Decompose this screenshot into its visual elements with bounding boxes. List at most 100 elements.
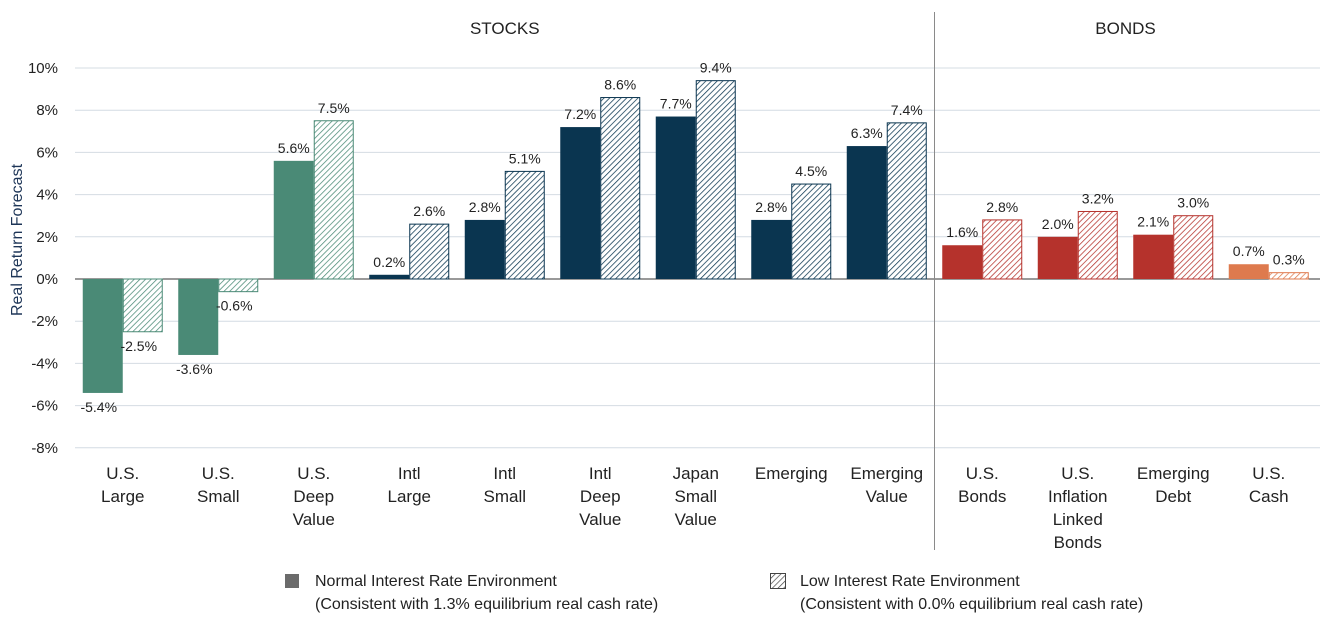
bar-normal xyxy=(369,274,410,279)
category-label: Small xyxy=(674,487,717,506)
data-label-normal: 7.7% xyxy=(660,96,692,112)
data-label-normal: 2.0% xyxy=(1042,216,1074,232)
bar-low xyxy=(982,219,1023,280)
category-label: Intl xyxy=(493,464,516,483)
category-label: Inflation xyxy=(1048,487,1108,506)
category-label: Intl xyxy=(589,464,612,483)
data-label-low: 4.5% xyxy=(795,163,827,179)
bar-normal xyxy=(1228,264,1269,279)
data-label-low: 8.6% xyxy=(604,77,636,93)
data-label-low: 9.4% xyxy=(700,60,732,76)
bar-normal xyxy=(464,219,505,279)
data-label-low: 5.1% xyxy=(509,150,541,166)
y-tick-label: 4% xyxy=(36,187,58,204)
bar-normal xyxy=(655,116,696,279)
category-label: U.S. xyxy=(966,464,999,483)
y-tick-label: 10% xyxy=(28,60,58,77)
y-tick-label: -2% xyxy=(31,313,58,330)
data-label-normal: -5.4% xyxy=(80,399,117,415)
bar-low xyxy=(600,97,641,280)
category-label: Large xyxy=(388,487,431,506)
category-label: U.S. xyxy=(1252,464,1285,483)
data-label-low: 0.3% xyxy=(1273,252,1305,268)
category-label: Debt xyxy=(1155,487,1191,506)
legend-swatch-normal xyxy=(285,574,299,588)
bar-normal xyxy=(942,245,983,279)
category-label: Small xyxy=(483,487,526,506)
y-axis-label: Real Return Forecast xyxy=(9,163,26,316)
data-label-normal: 0.2% xyxy=(373,254,405,270)
category-label: U.S. xyxy=(106,464,139,483)
bar-low xyxy=(122,278,163,333)
bar-normal xyxy=(846,146,887,279)
bar-normal xyxy=(82,279,123,393)
category-label: Value xyxy=(293,510,335,529)
data-label-low: -2.5% xyxy=(120,338,157,354)
category-label: Small xyxy=(197,487,240,506)
data-label-normal: -3.6% xyxy=(176,361,213,377)
legend-normal-line1: Normal Interest Rate Environment xyxy=(315,573,557,590)
legend-normal-line2: (Consistent with 1.3% equilibrium real c… xyxy=(315,596,659,613)
category-label: Deep xyxy=(293,487,334,506)
bar-low xyxy=(313,120,354,280)
data-label-low: 2.6% xyxy=(413,203,445,219)
bar-low xyxy=(1268,272,1309,280)
category-label: Value xyxy=(675,510,717,529)
category-label: Intl xyxy=(398,464,421,483)
bar-low xyxy=(886,122,927,280)
y-tick-label: 8% xyxy=(36,102,58,119)
category-label: Large xyxy=(101,487,144,506)
bar-normal xyxy=(1037,236,1078,279)
y-tick-label: 0% xyxy=(36,271,58,288)
labels: 10% 8% 6% 4% 2% 0% -2% -4% -6% -8% Real Return For… xyxy=(9,19,1305,552)
bar-normal xyxy=(751,219,792,279)
bar-normal xyxy=(178,279,219,355)
category-label: Value xyxy=(579,510,621,529)
category-label: Cash xyxy=(1249,487,1289,506)
data-label-normal: 6.3% xyxy=(851,125,883,141)
data-label-low: 3.2% xyxy=(1082,190,1114,206)
data-label-normal: 5.6% xyxy=(278,140,310,156)
category-label: Emerging xyxy=(850,464,923,483)
y-tick-label: 2% xyxy=(36,229,58,246)
category-label: Bonds xyxy=(958,487,1006,506)
legend-text-normal: Normal Interest Rate Environment (Consis… xyxy=(315,570,658,616)
legend-low-line2: (Consistent with 0.0% equilibrium real c… xyxy=(800,596,1144,613)
category-label: U.S. xyxy=(202,464,235,483)
bar-low xyxy=(791,183,832,280)
data-label-normal: 2.8% xyxy=(755,199,787,215)
bar-low xyxy=(695,80,736,280)
category-label: U.S. xyxy=(1061,464,1094,483)
data-label-low: 3.0% xyxy=(1177,195,1209,211)
category-label: U.S. xyxy=(297,464,330,483)
legend-text-low: Low Interest Rate Environment (Consisten… xyxy=(800,570,1143,616)
category-label: Deep xyxy=(580,487,621,506)
category-label: Emerging xyxy=(755,464,828,483)
data-label-normal: 0.7% xyxy=(1233,243,1265,259)
bar-low xyxy=(409,223,450,280)
category-label: Japan xyxy=(673,464,719,483)
category-label: Bonds xyxy=(1054,533,1102,552)
bar-low xyxy=(218,278,259,293)
legend-swatch-low xyxy=(770,573,786,589)
bar-normal xyxy=(1133,234,1174,279)
bar-low xyxy=(504,170,545,280)
group-label: STOCKS xyxy=(470,19,540,38)
data-label-normal: 2.8% xyxy=(469,199,501,215)
y-tick-label: -8% xyxy=(31,440,58,457)
bar-low xyxy=(1173,215,1214,280)
category-label: Value xyxy=(866,487,908,506)
y-tick-label: -6% xyxy=(31,398,58,415)
category-label: Emerging xyxy=(1137,464,1210,483)
group-label: BONDS xyxy=(1095,19,1155,38)
data-label-low: 7.5% xyxy=(318,100,350,116)
legend-low-line1: Low Interest Rate Environment xyxy=(800,573,1020,590)
category-label: Linked xyxy=(1053,510,1103,529)
bar-normal xyxy=(273,160,314,279)
data-label-low: 2.8% xyxy=(986,199,1018,215)
bar-low xyxy=(1077,210,1118,280)
y-tick-label: 6% xyxy=(36,144,58,161)
y-tick-label: -4% xyxy=(31,355,58,372)
bar-normal xyxy=(560,127,601,279)
